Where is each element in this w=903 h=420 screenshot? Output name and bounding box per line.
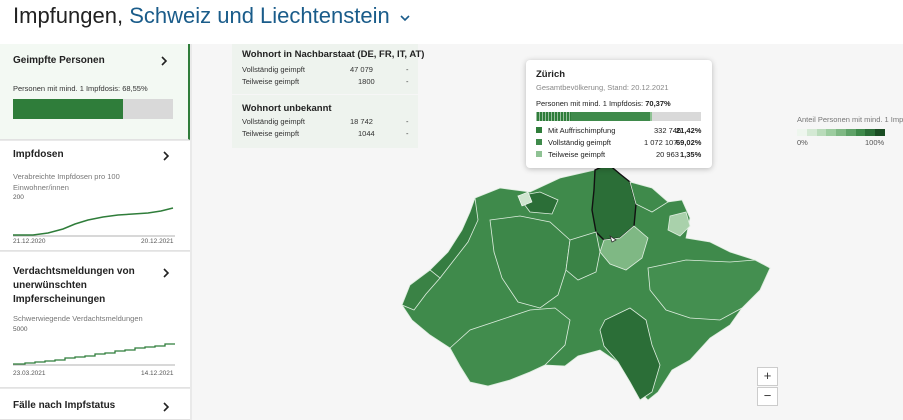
bar-booster — [536, 112, 572, 121]
bar-partial — [649, 112, 653, 121]
card-adverse-reports[interactable]: Verdachtsmeldungen von unerwünschten Imp… — [0, 252, 190, 388]
tooltip-subtitle: Gesamtbevölkerung, Stand: 20.12.2021 — [536, 83, 669, 92]
row-pct: - — [406, 117, 409, 126]
map-canton-thurgau[interactable] — [629, 181, 669, 213]
row-value: 1044 — [358, 129, 375, 138]
chevron-right-icon — [163, 402, 170, 412]
card-subtitle: Schwerwiegende Verdachtsmeldungen — [13, 314, 143, 323]
chevron-right-icon — [163, 151, 170, 161]
card-doses[interactable]: Impfdosen Verabreichte Impfdosen pro 100… — [0, 141, 190, 251]
zoom-out-button[interactable]: − — [757, 387, 778, 406]
row-label: Teilweise geimpft — [242, 129, 300, 138]
row-pct: - — [406, 65, 409, 74]
map-canton-geneva[interactable] — [401, 269, 441, 311]
y-axis-max: 200 — [13, 194, 24, 201]
date-start: 23.03.2021 — [13, 370, 46, 377]
row-value: 18 742 — [350, 117, 373, 126]
panel-unknown-residence: Wohnort unbekannt Vollständig geimpft 18… — [232, 95, 418, 148]
row-label: Vollständig geimpft — [242, 65, 305, 74]
map-canton-bern[interactable] — [489, 215, 571, 309]
doses-sparkline — [13, 207, 175, 237]
tooltip-stacked-bar — [536, 112, 701, 121]
page-title[interactable]: Impfungen, Schweiz und Liechtenstein — [13, 3, 410, 29]
row-value: 332 746 — [654, 126, 682, 135]
tooltip-headline-value: 70,37% — [645, 99, 671, 108]
zoom-in-button[interactable]: + — [757, 367, 778, 386]
panel-neighbour-residence: Wohnort in Nachbarstaat (DE, FR, IT, AT)… — [232, 44, 424, 94]
legend-title: Anteil Personen mit mind. 1 Impfdosis — [797, 115, 903, 124]
map-canton-zuerich[interactable] — [591, 163, 637, 241]
map-legend: Anteil Personen mit mind. 1 Impfdosis 0%… — [797, 115, 903, 147]
card-subtitle: Verabreichte Impfdosen pro 100 Einwohner… — [13, 172, 120, 192]
row-label: Vollständig geimpft — [242, 117, 305, 126]
title-main: Impfungen, — [13, 3, 124, 28]
panel-title: Wohnort unbekannt — [242, 103, 332, 114]
card-title: Impfdosen — [13, 149, 64, 160]
row-pct: - — [406, 77, 409, 86]
row-pct: 21,42% — [676, 126, 702, 135]
card-cases-by-status[interactable]: Fälle nach Impfstatus — [0, 389, 190, 420]
card-title: Fälle nach Impfstatus — [13, 400, 116, 411]
sidebar: Geimpfte Personen Personen mit mind. 1 I… — [0, 44, 192, 420]
panel-title: Wohnort in Nachbarstaat (DE, FR, IT, AT) — [242, 49, 425, 60]
date-start: 21.12.2020 — [13, 238, 46, 245]
row-value: 1800 — [358, 77, 375, 86]
row-label: Vollständig geimpft — [548, 138, 611, 147]
date-end: 20.12.2021 — [141, 238, 174, 245]
legend-min: 0% — [797, 138, 808, 147]
card-vaccinated-persons[interactable]: Geimpfte Personen Personen mit mind. 1 I… — [0, 44, 190, 140]
row-value: 1 072 107 — [644, 138, 678, 147]
chevron-right-icon — [161, 56, 168, 66]
date-end: 14.12.2021 — [141, 370, 174, 377]
tooltip-headline-label: Personen mit mind. 1 Impfdosis: — [536, 99, 644, 108]
row-label: Teilweise geimpft — [548, 150, 606, 159]
legend-swatch-full — [536, 139, 542, 145]
row-pct: - — [406, 129, 409, 138]
cursor-pointer-icon — [609, 235, 617, 243]
row-label: Teilweise geimpft — [242, 77, 300, 86]
row-label: Mit Auffrischimpfung — [548, 126, 616, 135]
legend-max: 100% — [865, 138, 885, 147]
row-value: 47 079 — [350, 65, 373, 74]
vaccination-progress-bar — [13, 99, 173, 119]
legend-swatch-booster — [536, 127, 542, 133]
chevron-down-icon[interactable] — [400, 13, 410, 23]
card-title: Verdachtsmeldungen von unerwünschten Imp… — [13, 266, 135, 305]
card-subtitle: Personen mit mind. 1 Impfdosis: 68,55% — [13, 84, 148, 93]
map-canton-region[interactable] — [429, 197, 479, 279]
map-canton-ticino[interactable] — [599, 307, 661, 401]
map-canton-zug[interactable] — [599, 225, 649, 271]
region-selector[interactable]: Schweiz und Liechtenstein — [129, 3, 390, 28]
page-header: Impfungen, Schweiz und Liechtenstein — [0, 0, 903, 44]
canton-tooltip: Zürich Gesamtbevölkerung, Stand: 20.12.2… — [526, 60, 712, 168]
adverse-sparkline — [13, 343, 175, 366]
row-pct: 69,02% — [676, 138, 702, 147]
y-axis-max: 5000 — [13, 326, 28, 333]
map-canton-appenzell[interactable] — [667, 211, 691, 237]
switzerland-choropleth-map — [401, 163, 771, 401]
card-title: Geimpfte Personen — [13, 55, 105, 66]
bar-full — [571, 112, 650, 121]
chevron-right-icon — [163, 268, 170, 278]
map-canton-valais[interactable] — [449, 307, 571, 387]
row-value: 20 963 — [656, 150, 679, 159]
map-canton-luzern[interactable] — [565, 231, 601, 281]
progress-fill — [13, 99, 123, 119]
map-canton-graubuenden[interactable] — [647, 259, 771, 321]
map-canton-basel-city[interactable] — [517, 191, 533, 207]
tooltip-headline: Personen mit mind. 1 Impfdosis: 70,37% — [536, 99, 671, 108]
row-pct: 1,35% — [680, 150, 702, 159]
legend-swatch-partial — [536, 151, 542, 157]
legend-color-scale — [797, 129, 886, 136]
tooltip-title: Zürich — [536, 69, 566, 80]
